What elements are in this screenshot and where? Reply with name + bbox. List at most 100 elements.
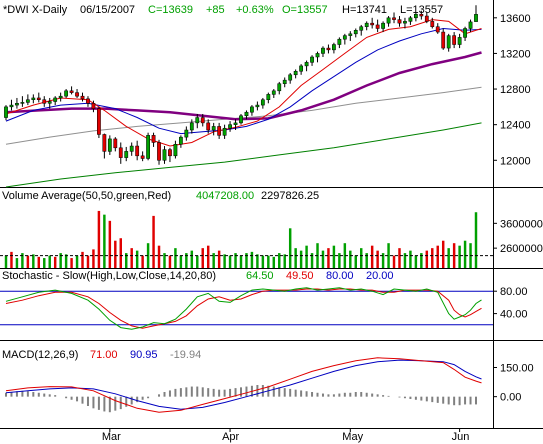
volume-bar xyxy=(436,245,439,268)
candle-body xyxy=(408,17,413,22)
candle-body xyxy=(228,124,232,129)
x-tick-label: Mar xyxy=(102,431,121,443)
header-close: C=13639 xyxy=(148,4,193,16)
candle xyxy=(107,135,112,155)
candle-body xyxy=(239,115,243,124)
candle xyxy=(173,140,178,159)
volume-bar xyxy=(332,245,336,268)
candle xyxy=(69,86,74,95)
candle-body xyxy=(25,99,30,103)
candle-body xyxy=(233,122,238,125)
candle xyxy=(446,33,451,52)
candle-body xyxy=(353,30,358,35)
candle-body xyxy=(304,62,309,67)
candle-body xyxy=(293,70,298,76)
macd-signal-value: 90.95 xyxy=(130,349,158,361)
candle-body xyxy=(348,33,353,36)
stochastic-tick-label: 80.00 xyxy=(500,286,528,298)
price-tick-label: 12400 xyxy=(500,120,531,132)
macd-signal-line xyxy=(5,359,482,410)
candle xyxy=(255,101,260,111)
header-high: H=13741 xyxy=(342,4,387,16)
x-axis: Mar Apr May Jun xyxy=(102,428,469,443)
volume-bar xyxy=(168,255,172,268)
candle-body xyxy=(189,122,194,131)
candle-body xyxy=(381,22,385,29)
candle-body xyxy=(47,101,52,104)
volume-bar xyxy=(414,255,418,268)
candle xyxy=(364,21,369,31)
candle xyxy=(315,51,320,63)
candle-body xyxy=(58,95,63,99)
candle xyxy=(441,28,446,50)
candle xyxy=(9,99,14,111)
volume-bar xyxy=(190,250,194,268)
volume-bar xyxy=(21,253,24,268)
volume-bar xyxy=(392,255,396,268)
volume-bar xyxy=(141,255,144,268)
volume-bar xyxy=(256,254,259,268)
candle-body xyxy=(4,106,8,118)
volume-bar xyxy=(370,245,374,268)
sma-long-line xyxy=(5,51,482,121)
candle-body xyxy=(206,122,211,131)
candle-body xyxy=(364,22,369,27)
volume-bar xyxy=(64,254,68,268)
volume-bar xyxy=(458,245,461,268)
candle-body xyxy=(86,98,90,104)
candle xyxy=(299,64,304,75)
candle-body xyxy=(135,145,140,157)
candle-body xyxy=(315,53,320,58)
volume-bar xyxy=(250,251,254,268)
stochastic-legend: Stochastic - Slow(High,Low,Close,14,20,8… xyxy=(2,270,394,282)
volume-green-value: 4047208.00 xyxy=(196,190,254,202)
price-tick-label: 13600 xyxy=(500,13,531,25)
volume-bar xyxy=(114,240,117,268)
volume-red-value: 2297826.25 xyxy=(261,190,319,202)
volume-bar xyxy=(81,251,84,268)
candle-body xyxy=(9,104,14,108)
candle xyxy=(146,132,150,161)
candle-body xyxy=(75,92,79,97)
volume-bar xyxy=(70,258,73,268)
candle-body xyxy=(157,142,161,161)
candle xyxy=(47,97,52,109)
candle-body xyxy=(463,28,467,38)
candle xyxy=(282,77,287,88)
candle-body xyxy=(375,24,380,29)
candle xyxy=(15,97,19,109)
x-tick-label: Apr xyxy=(222,431,239,443)
volume-tick-label: 3600000 xyxy=(500,218,543,230)
candle xyxy=(321,46,325,57)
candle xyxy=(239,113,243,125)
candle-body xyxy=(468,21,473,29)
candle-body xyxy=(266,94,271,100)
volume-bar xyxy=(234,253,237,268)
candle xyxy=(419,10,424,20)
volume-bar xyxy=(4,255,8,268)
header-date: 06/15/2007 xyxy=(80,4,135,16)
candle xyxy=(184,126,189,141)
candle-body xyxy=(102,134,107,152)
candle-body xyxy=(452,35,457,45)
sma-longest-line xyxy=(5,122,482,188)
candle xyxy=(244,110,249,120)
candle-body xyxy=(255,104,260,108)
candle-body xyxy=(277,83,282,92)
candle-body xyxy=(446,35,451,49)
volume-bar xyxy=(343,243,347,268)
candle xyxy=(288,73,293,84)
volume-bar xyxy=(32,254,35,268)
candle-body xyxy=(107,138,112,152)
volume-bar xyxy=(305,245,308,268)
candle xyxy=(162,146,167,164)
macd-line xyxy=(5,357,482,413)
candle xyxy=(113,137,118,152)
volume-bar xyxy=(447,248,450,268)
candle-body xyxy=(271,90,276,95)
volume-bar xyxy=(228,255,232,268)
candle xyxy=(75,89,79,98)
volume-bar xyxy=(452,243,456,268)
volume-bar xyxy=(463,240,467,268)
candle-body xyxy=(129,145,134,152)
